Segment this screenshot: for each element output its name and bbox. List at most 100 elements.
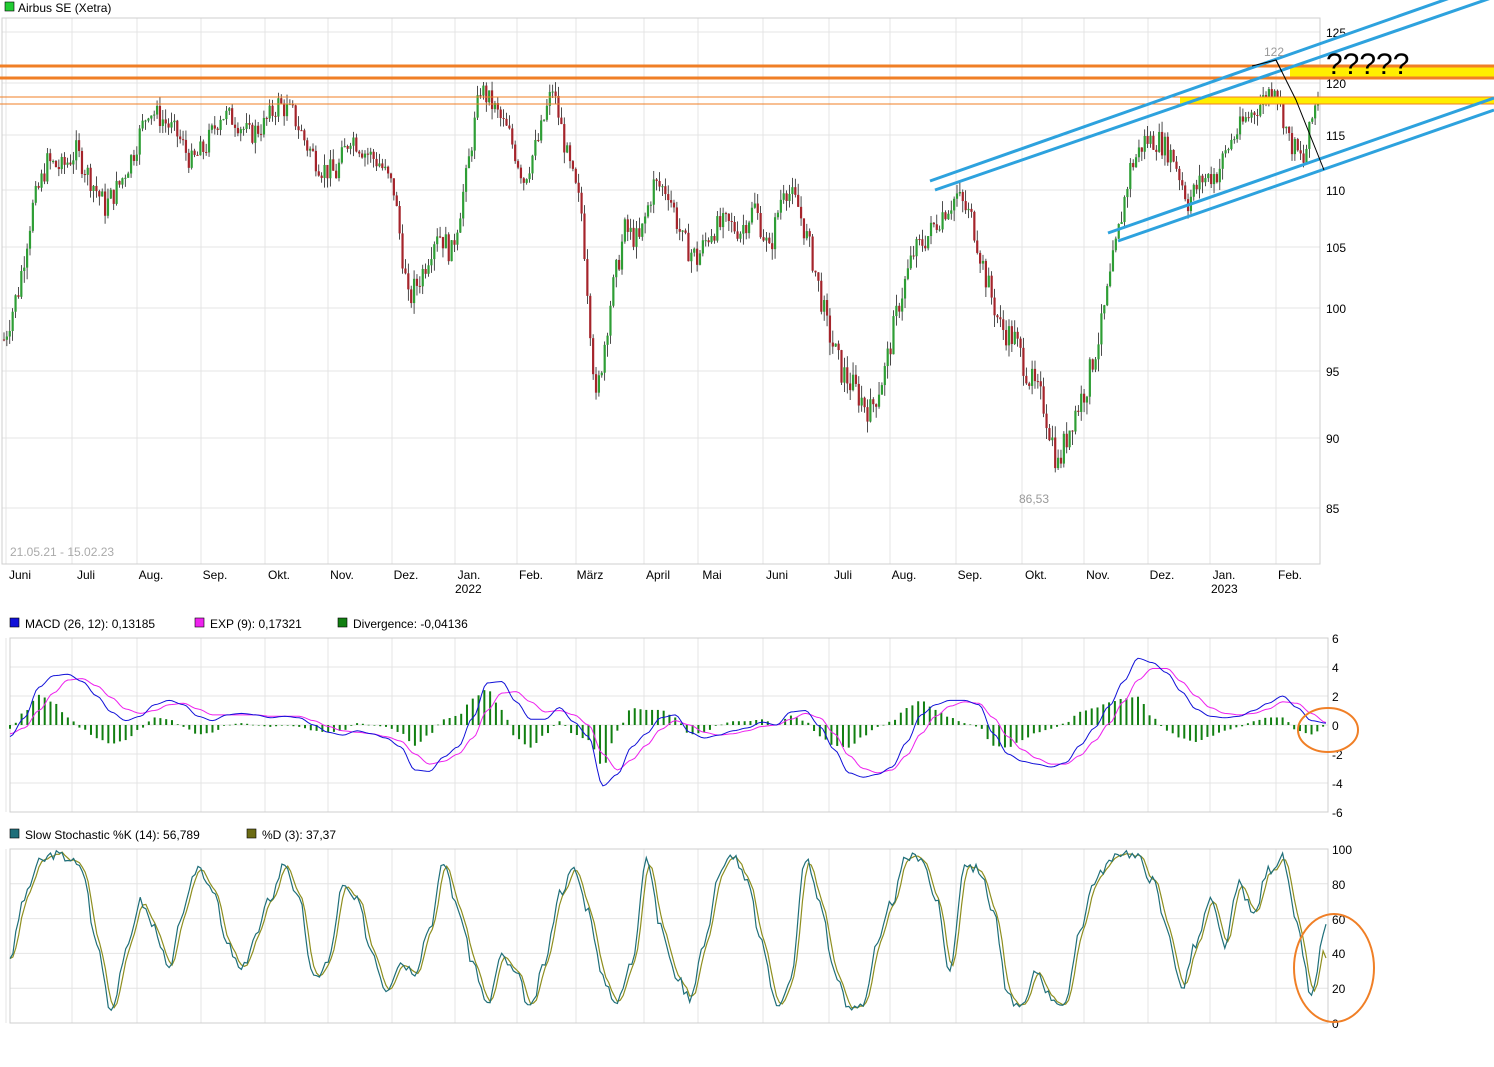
candle-body	[205, 151, 208, 153]
candle-body	[1308, 121, 1311, 149]
divergence-bar	[506, 719, 509, 725]
candle-body	[291, 103, 294, 106]
divergence-bar	[1212, 725, 1215, 736]
divergence-bar	[1177, 725, 1180, 738]
candle-body	[72, 160, 75, 165]
divergence-bar	[194, 725, 197, 734]
candle-body	[1201, 175, 1204, 183]
candle-body	[358, 151, 361, 154]
divergence-bar	[523, 725, 526, 745]
candle-body	[846, 367, 849, 384]
divergence-bar	[269, 725, 272, 727]
candle-body	[392, 178, 395, 196]
divergence-bar	[1108, 702, 1111, 725]
divergence-bar	[344, 725, 347, 730]
candle-body	[1143, 135, 1146, 152]
candle-body	[695, 248, 699, 265]
candle-body	[664, 186, 667, 195]
stoch-y-tick: 40	[1332, 947, 1346, 961]
divergence-bar	[749, 721, 752, 725]
divergence-bar	[72, 721, 75, 725]
month-label: Aug.	[892, 568, 917, 582]
divergence-bar	[616, 725, 619, 731]
divergence-bar	[1316, 725, 1319, 732]
divergence-bar	[841, 725, 844, 747]
candle-body	[89, 167, 92, 191]
candle-body	[502, 117, 505, 119]
candle-body	[944, 212, 947, 220]
month-label: Sep.	[203, 568, 228, 582]
channel-line	[929, 0, 1449, 183]
price-panel-title: Airbus SE (Xetra)	[18, 1, 111, 15]
candle-body	[592, 338, 595, 375]
divergence-bar	[78, 725, 81, 728]
candle-body	[773, 217, 777, 250]
divergence-bar	[338, 725, 341, 731]
candle-body	[779, 199, 782, 213]
candle-body	[1244, 117, 1247, 122]
stoch-y-tick: 20	[1332, 982, 1346, 996]
candle-body	[1227, 149, 1230, 151]
month-label: Juli	[77, 568, 95, 582]
candle-body	[8, 331, 11, 337]
month-label: Nov.	[330, 568, 354, 582]
candle-body	[935, 224, 938, 230]
candle-body	[1149, 135, 1152, 144]
divergence-bar	[1171, 725, 1174, 734]
divergence-bar	[789, 715, 792, 725]
candle-body	[1059, 457, 1063, 464]
divergence-bar	[830, 725, 833, 745]
candle-body	[1204, 178, 1207, 183]
candle-body	[1169, 149, 1172, 163]
divergence-bar	[136, 725, 139, 730]
candle-body	[860, 397, 863, 406]
candle-body	[661, 186, 664, 188]
candle-body	[837, 343, 840, 351]
candle-body	[869, 399, 872, 422]
divergence-bar	[1258, 719, 1261, 725]
candle-body	[438, 236, 442, 238]
candle-body	[929, 222, 933, 237]
candle-body	[701, 240, 704, 254]
candle-body	[311, 148, 315, 151]
candle-body	[135, 154, 138, 161]
divergence-bar	[1200, 725, 1203, 740]
candle-body	[1224, 150, 1227, 154]
candle-body	[615, 259, 618, 278]
divergence-bar	[298, 725, 301, 727]
candle-body	[1166, 136, 1169, 163]
divergence-bar	[211, 725, 214, 733]
macd-line	[9, 657, 1327, 787]
candle-body	[817, 272, 820, 281]
divergence-bar	[437, 724, 440, 726]
candle-body	[597, 375, 601, 393]
divergence-bar	[951, 718, 954, 725]
candle-body	[750, 207, 754, 223]
divergence-bar	[1322, 725, 1325, 727]
stoch-k-legend-label: Slow Stochastic %K (14): 56,789	[25, 828, 200, 842]
candle-body	[187, 152, 190, 168]
divergence-bar	[130, 725, 133, 737]
candle-body	[675, 207, 678, 229]
divergence-bar	[529, 725, 532, 748]
divergence-bar	[755, 720, 758, 725]
stoch-d-legend-swatch	[246, 828, 257, 839]
candle-body	[612, 277, 615, 306]
macd-y-tick: 4	[1332, 661, 1339, 675]
candle-body	[655, 179, 658, 181]
candle-body	[2, 339, 6, 341]
candle-body	[811, 236, 814, 271]
divergence-bar	[934, 709, 937, 725]
divergence-bar	[153, 717, 156, 725]
divergence-bar	[1067, 721, 1070, 725]
signal-line	[9, 668, 1327, 774]
candle-body	[1259, 104, 1262, 116]
yellow-zone-upper	[1290, 66, 1494, 79]
candle-body	[854, 374, 858, 384]
month-label: Nov.	[1086, 568, 1110, 582]
candle-body	[768, 237, 771, 244]
candle-body	[355, 137, 358, 152]
candle-body	[1097, 344, 1100, 360]
month-label: Feb.	[519, 568, 543, 582]
divergence-bar	[1154, 718, 1157, 725]
